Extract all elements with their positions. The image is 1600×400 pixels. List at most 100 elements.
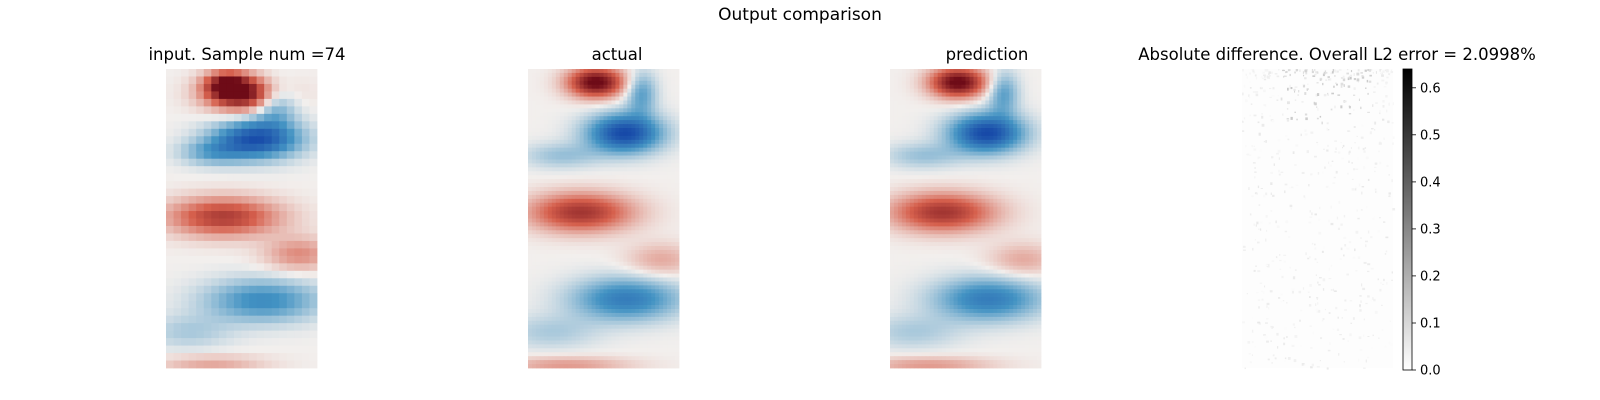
heatmap-cell <box>985 143 990 149</box>
heatmap-cell <box>663 116 668 121</box>
heatmap-cell <box>890 147 895 153</box>
heatmap-cell <box>196 203 205 212</box>
heatmap-cell <box>587 265 592 271</box>
heatmap-cell <box>543 344 549 349</box>
heatmap-cell <box>917 96 923 101</box>
heatmap-cell <box>528 120 533 125</box>
heatmap-cell <box>933 198 939 204</box>
heatmap-cell <box>647 183 652 188</box>
heatmap-cell <box>583 72 588 78</box>
heatmap-cell <box>611 269 616 274</box>
heatmap-cell <box>985 155 990 160</box>
heatmap-cell <box>631 206 636 212</box>
heatmap-cell <box>901 96 907 101</box>
heatmap-cell <box>579 128 585 133</box>
heatmap-cell <box>989 112 994 117</box>
heatmap-cell <box>563 305 569 310</box>
heatmap-cell <box>567 301 573 306</box>
heatmap-cell <box>635 163 640 168</box>
heatmap-cell <box>551 147 557 153</box>
heatmap-cell <box>933 151 939 156</box>
heatmap-cell <box>579 273 585 278</box>
heatmap-cell <box>256 330 265 339</box>
heatmap-cell <box>929 139 935 145</box>
heatmap-cell <box>623 218 628 223</box>
heatmap-cell <box>1021 116 1026 121</box>
heatmap-cell <box>627 155 632 160</box>
heatmap-cell <box>647 348 652 353</box>
heatmap-cell <box>953 128 958 133</box>
heatmap-cell <box>241 240 250 249</box>
heatmap-cell <box>945 187 950 192</box>
heatmap-cell <box>571 218 577 223</box>
heatmap-cell <box>555 100 561 105</box>
heatmap-cell <box>531 356 537 361</box>
heatmap-cell <box>575 120 581 125</box>
heatmap-cell <box>619 131 624 137</box>
heatmap-cell <box>301 300 310 309</box>
heatmap-cell <box>256 300 265 309</box>
heatmap-cell <box>603 139 608 145</box>
heatmap-cell <box>639 242 644 247</box>
heatmap-cell <box>173 173 182 182</box>
heatmap-cell <box>981 120 986 125</box>
heatmap-cell <box>635 190 640 196</box>
heatmap-cell <box>647 281 652 286</box>
heatmap-cell <box>203 218 212 227</box>
heatmap-cell <box>181 338 190 346</box>
heatmap-cell <box>981 194 986 200</box>
heatmap-cell <box>655 312 660 318</box>
heatmap-cell <box>551 159 557 164</box>
heatmap-cell <box>571 214 577 219</box>
heatmap-cell <box>890 190 895 196</box>
heatmap-cell <box>226 106 235 115</box>
heatmap-cell <box>953 69 958 74</box>
heatmap-cell <box>647 112 652 117</box>
heatmap-cell <box>981 72 986 78</box>
heatmap-cell <box>583 352 588 357</box>
heatmap-cell <box>627 253 632 259</box>
heatmap-cell <box>973 96 978 101</box>
heatmap-cell <box>901 167 907 172</box>
heatmap-cell <box>188 338 197 346</box>
heatmap-cell <box>599 249 604 255</box>
heatmap-cell <box>667 308 672 314</box>
heatmap-cell <box>961 190 966 196</box>
heatmap-cell <box>635 253 640 259</box>
heatmap-cell <box>675 246 680 251</box>
heatmap-cell <box>611 281 616 286</box>
heatmap-cell <box>528 305 533 310</box>
heatmap-cell <box>945 80 950 86</box>
heatmap-cell <box>181 113 190 122</box>
heatmap-cell <box>663 269 668 274</box>
heatmap-cell <box>1021 128 1026 133</box>
heatmap-cell <box>196 330 205 339</box>
heatmap-cell <box>583 344 588 349</box>
heatmap-cell <box>663 92 668 97</box>
heatmap-cell <box>675 72 680 78</box>
heatmap-cell <box>579 364 585 369</box>
heatmap-cell <box>226 345 235 354</box>
heatmap-cell <box>264 76 273 85</box>
heatmap-cell <box>937 112 943 117</box>
heatmap-cell <box>226 173 235 182</box>
heatmap-cell <box>977 104 982 109</box>
heatmap-cell <box>917 131 923 137</box>
heatmap-cell <box>607 120 612 125</box>
heatmap-cell <box>583 171 588 176</box>
heatmap-cell <box>587 210 592 215</box>
heatmap-cell <box>921 159 927 164</box>
heatmap-cell <box>555 76 561 82</box>
heatmap-cell <box>587 324 592 330</box>
heatmap-cell <box>599 139 604 145</box>
heatmap-cell <box>667 297 672 302</box>
heatmap-cell <box>579 183 585 188</box>
heatmap-cell <box>643 198 648 204</box>
heatmap-cell <box>969 171 974 176</box>
heatmap-cell <box>659 356 664 361</box>
heatmap-cell <box>627 167 632 172</box>
heatmap-cell <box>203 181 212 190</box>
heatmap-cell <box>647 108 652 113</box>
heatmap-cell <box>615 356 620 361</box>
heatmap-cell <box>196 300 205 309</box>
